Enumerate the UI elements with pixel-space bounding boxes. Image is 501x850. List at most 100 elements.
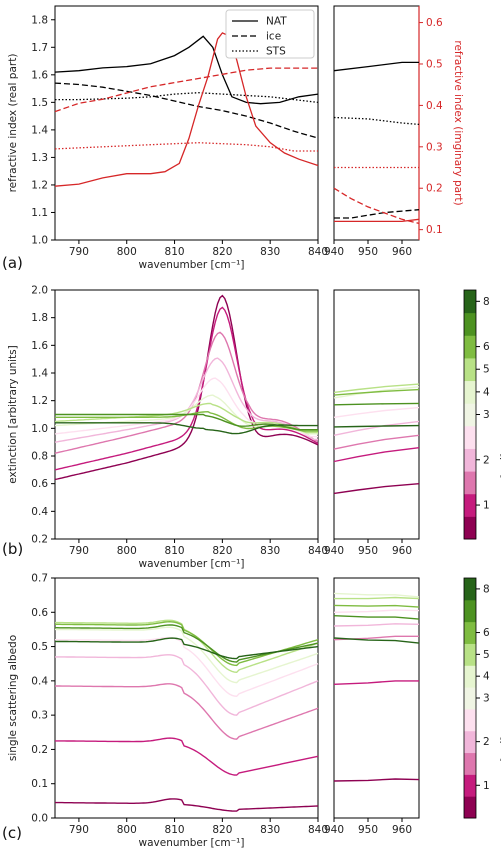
colorbar-segment xyxy=(464,380,476,404)
series-line-nat-right-right-range xyxy=(334,218,420,223)
series-line-radius-2-right-range xyxy=(333,680,419,685)
y-tick-label: 1.7 xyxy=(31,42,48,54)
x-tick-label: 960 xyxy=(392,246,412,258)
y-right-tick-label: 0.6 xyxy=(426,17,443,29)
y-tick-label: 0.3 xyxy=(31,710,48,722)
series-line-radius-1 xyxy=(55,798,319,812)
y-tick-label: 1.6 xyxy=(31,340,48,352)
y-tick-label: 0.6 xyxy=(31,607,48,619)
x-axis-label: wavenumber [cm⁻¹] xyxy=(139,259,245,271)
series-line-radius-6-right-range xyxy=(333,592,420,598)
x-tick-label: 950 xyxy=(358,824,378,836)
colorbar-segment xyxy=(464,687,476,710)
series-line-ice-right-right-range xyxy=(333,187,420,225)
series-line-radius-5 xyxy=(55,636,319,698)
colorbar-tick-label: 6 xyxy=(483,627,490,639)
panel-b: 0.2 0.4 0.6 0.8 1.0 1.2 1.4 1.6 1.8 2.0 790 800 810 8… xyxy=(2,285,420,570)
series-line-radius-2 xyxy=(54,306,319,471)
colorbar-tick-label: 1 xyxy=(483,500,490,512)
y-tick-label: 0.4 xyxy=(31,506,48,518)
colorbar-segment xyxy=(464,665,476,688)
colorbar-segment xyxy=(464,335,476,359)
series-line-sts-left xyxy=(55,92,319,104)
colorbar-segment xyxy=(464,448,476,472)
panel-a: 1.0 1.1 1.2 1.3 1.4 1.5 1.6 1.7 1.8 790 800 810 820 8… xyxy=(2,5,464,272)
panel-label: (a) xyxy=(2,254,23,272)
y-tick-label: 1.8 xyxy=(31,14,48,26)
series-line-radius-10 xyxy=(55,422,318,435)
colorbar-segment xyxy=(464,599,476,623)
series-line-radius-2 xyxy=(55,737,319,776)
series-line-sts-right xyxy=(54,142,318,152)
colorbar-tick-label: 8 xyxy=(483,583,490,595)
colorbar-segment xyxy=(464,357,476,382)
colorbar-tick-label: 8 xyxy=(483,296,490,308)
colorbar-label: NAT median radius [μm] xyxy=(499,351,501,479)
series-line-radius-1-right-range xyxy=(333,778,420,782)
y-right-tick-label: 0.2 xyxy=(426,183,443,195)
legend-label: ice xyxy=(266,31,281,43)
x-tick-label: 820 xyxy=(212,246,232,258)
x-tick-label: 790 xyxy=(69,824,89,836)
x-tick-label: 940 xyxy=(324,824,344,836)
plot-frame-left xyxy=(54,577,319,819)
y-tick-label: 1.6 xyxy=(31,69,48,81)
legend-box xyxy=(225,9,315,59)
colorbar-tick-label: 1 xyxy=(483,780,490,792)
y-right-tick-label: 0.3 xyxy=(426,141,443,153)
colorbar-segment xyxy=(464,578,476,601)
y-tick-label: 0.5 xyxy=(31,641,48,653)
y-tick-label: 1.3 xyxy=(31,152,48,164)
y-right-axis-label: refractive index (imginary part) xyxy=(452,40,464,205)
y-tick-label: 2.0 xyxy=(31,285,48,297)
series-line-radius-1 xyxy=(54,294,319,481)
series-line-radius-5 xyxy=(54,377,318,438)
x-tick-label: 950 xyxy=(358,545,378,557)
series-line-radius-7-right-range xyxy=(334,596,420,600)
x-tick-label: 950 xyxy=(358,246,378,258)
series-line-radius-5-right-range xyxy=(333,406,420,418)
legend: NAT ice STS xyxy=(225,9,315,59)
x-axis-label: wavenumber [cm⁻¹] xyxy=(139,837,245,849)
x-tick-label: 830 xyxy=(260,545,280,557)
panel-c: 0.0 0.1 0.2 0.3 0.4 0.5 0.6 0.7 790 800 810 820 830 8… xyxy=(2,573,420,849)
series-line-ice-left xyxy=(54,82,319,139)
x-tick-label: 960 xyxy=(392,824,412,836)
colorbar-segment xyxy=(464,290,476,314)
colorbar-segment xyxy=(464,796,476,819)
x-tick-label: 810 xyxy=(165,545,185,557)
y-axis-label: single scattering albedo xyxy=(7,635,19,761)
colorbar-segment xyxy=(464,403,476,427)
y-tick-label: 0.0 xyxy=(31,813,48,825)
y-tick-label: 1.2 xyxy=(31,179,48,191)
x-tick-label: 830 xyxy=(260,824,280,836)
x-tick-label: 810 xyxy=(165,824,185,836)
series-line-nat-right xyxy=(54,32,319,187)
colorbar-segment xyxy=(464,774,476,797)
y-right-tick-label: 0.5 xyxy=(426,58,443,70)
colorbar-segment xyxy=(464,516,476,540)
y-tick-label: 1.0 xyxy=(31,423,48,435)
series-line-radius-8-right-range xyxy=(333,388,420,396)
y-tick-label: 1.4 xyxy=(31,368,48,380)
x-tick-label: 800 xyxy=(117,246,137,258)
legend-label: STS xyxy=(266,46,286,58)
x-tick-label: 960 xyxy=(392,545,412,557)
y-tick-label: 0.2 xyxy=(31,744,48,756)
series-line-sts-left-right-range xyxy=(333,116,420,126)
y-tick-label: 0.4 xyxy=(31,675,48,687)
y-tick-label: 0.6 xyxy=(31,478,48,490)
series-line-radius-9-right-range xyxy=(333,402,420,406)
series-line-radius-8-right-range xyxy=(333,604,420,608)
colorbar-tick-label: 4 xyxy=(483,386,490,398)
colorbar-segment xyxy=(464,643,476,666)
y-axis-label: extinction [arbitrary units] xyxy=(7,345,19,483)
colorbar-segment xyxy=(464,752,476,775)
series-line-radius-9-right-range xyxy=(333,615,420,620)
plot-frame-right xyxy=(333,289,420,540)
x-tick-label: 790 xyxy=(69,545,89,557)
series-line-radius-3 xyxy=(55,683,319,740)
colorbar-tick-label: 2 xyxy=(483,454,490,466)
colorbar-tick-label: 3 xyxy=(483,693,490,705)
